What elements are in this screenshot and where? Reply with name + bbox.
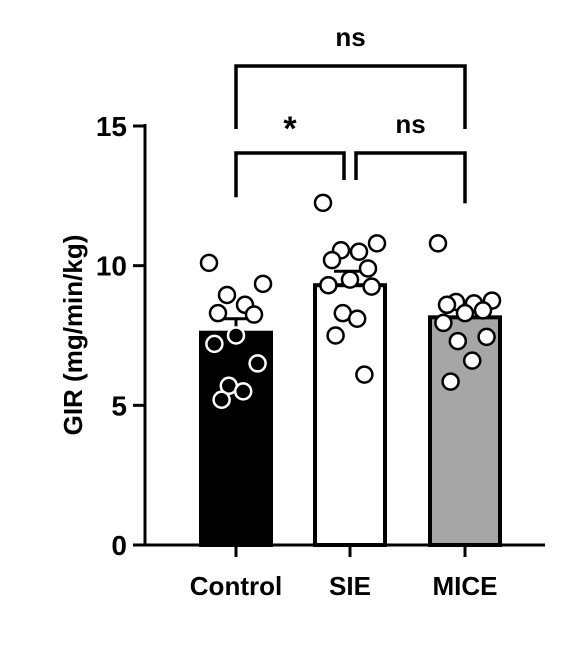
data-point xyxy=(462,351,482,370)
y-axis-label: GIR (mg/min/kg) xyxy=(58,235,88,436)
y-tick-label: 0 xyxy=(111,530,127,561)
data-point xyxy=(205,334,224,354)
data-point xyxy=(358,259,378,278)
data-point xyxy=(233,382,253,401)
y-tick-label: 10 xyxy=(96,251,127,282)
data-point xyxy=(362,277,381,296)
data-point xyxy=(477,327,496,347)
bracket-sie-mice xyxy=(354,151,467,204)
data-point xyxy=(199,253,219,273)
x-tick-label-mice: MICE xyxy=(433,571,498,601)
bracket-label: ns xyxy=(395,109,425,139)
data-point xyxy=(448,331,468,351)
data-point xyxy=(212,390,231,409)
axes: 0 5 10 15 Control SIE MICE xyxy=(96,111,545,601)
data-point xyxy=(428,234,448,253)
significance-brackets: * ns ns xyxy=(234,22,467,204)
data-points xyxy=(199,193,502,409)
data-point xyxy=(441,372,460,391)
data-point xyxy=(244,305,264,324)
data-point xyxy=(437,295,457,315)
data-point xyxy=(349,242,369,261)
data-point xyxy=(347,309,367,328)
data-point xyxy=(455,303,475,323)
bar-mice xyxy=(428,315,502,547)
data-point xyxy=(473,301,493,320)
y-tick-label: 15 xyxy=(96,111,127,142)
data-point xyxy=(319,275,338,295)
x-tick-label-control: Control xyxy=(190,571,282,601)
data-point xyxy=(326,326,345,345)
bracket-label: ns xyxy=(335,22,365,52)
data-point xyxy=(322,250,342,270)
bracket-control-sie xyxy=(234,151,346,198)
bracket-label: * xyxy=(283,110,297,148)
data-point xyxy=(253,274,273,294)
data-point xyxy=(226,326,246,345)
bracket-control-mice xyxy=(234,64,467,129)
data-point xyxy=(313,193,333,213)
data-point xyxy=(355,365,374,384)
data-point xyxy=(367,234,387,253)
data-point xyxy=(340,270,360,289)
data-point xyxy=(248,354,267,373)
data-point xyxy=(434,313,453,333)
x-tick-label-sie: SIE xyxy=(329,571,371,601)
y-tick-label: 5 xyxy=(111,390,127,421)
data-point xyxy=(208,303,228,323)
data-point xyxy=(217,285,237,305)
